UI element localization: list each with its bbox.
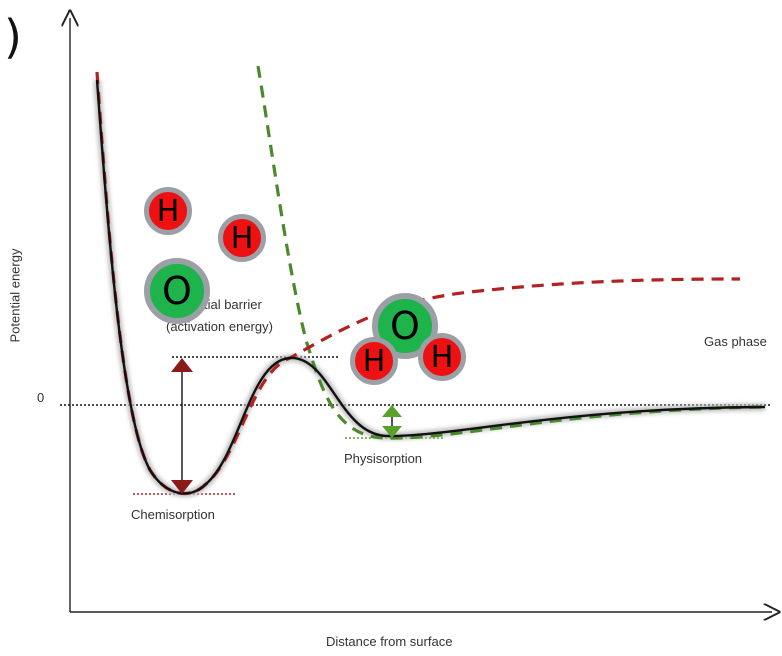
hydrogen-atom-4: H: [418, 333, 466, 381]
hydrogen-atom-3: H: [350, 337, 398, 385]
chemisorption-label: Chemisorption: [131, 507, 215, 522]
zero-label: 0: [37, 390, 45, 405]
oxygen-atom-1: O: [144, 258, 210, 324]
gas-phase-label: Gas phase: [704, 334, 767, 349]
hydrogen-atom-1: H: [144, 187, 192, 235]
hydrogen-atom-2: H: [218, 214, 266, 262]
potential-curve: [95, 79, 766, 495]
chemisorption-arrow-down: [171, 480, 193, 494]
cropped-heading: · · · · · · · · ·: [62, 0, 436, 21]
green-dashed-curve: [256, 65, 766, 440]
physisorption-arrow-up: [382, 405, 402, 417]
barrier-label-line2: (activation energy): [166, 319, 273, 334]
y-axis-label: Potential energy: [7, 248, 23, 343]
physisorption-arrow-down: [382, 426, 402, 438]
physisorption-label: Physisorption: [344, 451, 423, 466]
chemisorption-arrow-up: [171, 358, 193, 372]
closing-parenthesis: ): [4, 10, 22, 64]
x-axis-label: Distance from surface: [326, 634, 453, 649]
